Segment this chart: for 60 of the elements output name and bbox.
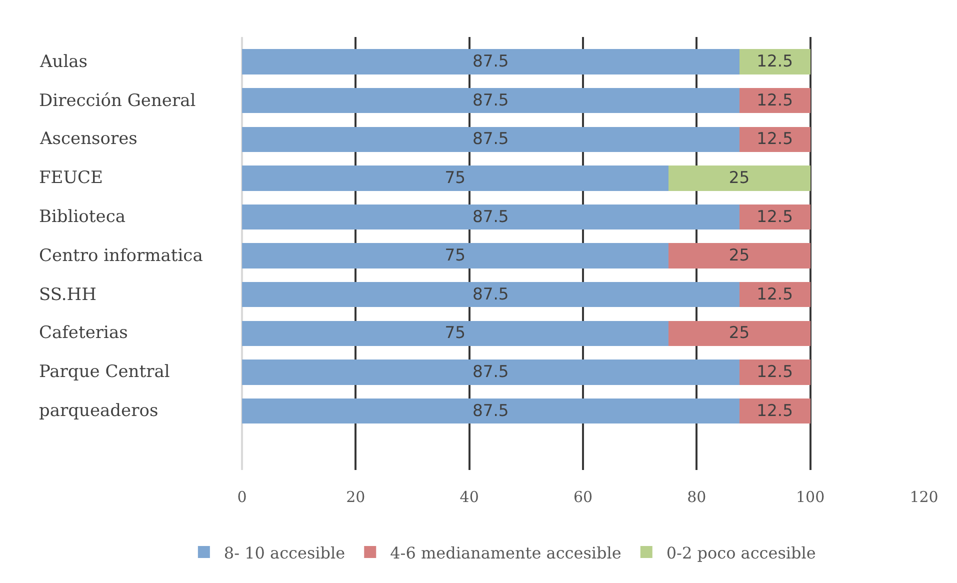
x-tick-label: 100 [796, 488, 825, 506]
data-label: 25 [728, 168, 750, 188]
bar [242, 204, 740, 230]
y-tick-label: Aulas [39, 52, 88, 72]
data-label: 12.5 [756, 362, 793, 382]
data-label: 12.5 [756, 129, 793, 148]
y-tick-label: SS.HH [39, 285, 96, 305]
bar [242, 282, 740, 308]
bar [242, 49, 740, 74]
data-label: 87.5 [472, 90, 509, 110]
bar [242, 398, 740, 424]
bar [242, 243, 668, 268]
x-tick-label: 120 [910, 488, 938, 506]
x-tick-label: 40 [460, 488, 479, 506]
y-tick-label: Cafeterias [39, 323, 128, 343]
bar [242, 320, 668, 346]
data-label: 87.5 [472, 362, 509, 382]
data-label: 87.5 [472, 206, 509, 226]
data-label: 87.5 [472, 400, 509, 420]
x-tick-label: 60 [573, 488, 593, 506]
bar [242, 166, 668, 191]
bar [242, 126, 740, 152]
y-tick-label: FEUCE [39, 168, 103, 188]
data-label: 12.5 [756, 400, 793, 420]
x-tick-label: 20 [346, 488, 366, 506]
data-label: 12.5 [756, 284, 793, 304]
bar [739, 49, 810, 74]
data-label: 87.5 [472, 284, 509, 304]
data-label: 75 [444, 323, 466, 342]
data-label: 75 [444, 246, 466, 265]
legend-label: 4-6 medianamente accesible [390, 543, 622, 562]
data-label: 12.5 [756, 206, 793, 226]
bar [739, 126, 810, 152]
x-tick-label: 80 [687, 488, 706, 506]
y-tick-label: Dirección General [39, 91, 196, 111]
data-label: 87.5 [472, 129, 509, 148]
bar [739, 204, 810, 230]
y-tick-label: Ascensores [39, 129, 138, 149]
bar [242, 360, 740, 385]
bar [739, 88, 810, 114]
bar [739, 360, 810, 385]
bar [242, 88, 740, 114]
data-label: 75 [444, 168, 466, 188]
bar [668, 166, 810, 191]
data-label: 25 [728, 246, 750, 265]
bar [739, 398, 810, 424]
data-label: 25 [728, 323, 750, 342]
legend-label: 0-2 poco accesible [666, 543, 816, 562]
x-tick-label: 0 [237, 488, 247, 506]
data-label: 87.5 [472, 52, 509, 71]
data-label: 12.5 [756, 90, 793, 110]
y-tick-label: parqueaderos [39, 401, 158, 421]
bar [668, 320, 810, 346]
legend-label: 8- 10 accesible [224, 543, 346, 562]
bar [739, 282, 810, 308]
y-tick-label: Centro informatica [39, 246, 203, 266]
y-tick-label: Biblioteca [39, 207, 126, 227]
data-label: 12.5 [756, 52, 793, 71]
bar [668, 243, 810, 268]
y-tick-label: Parque Central [39, 362, 170, 382]
